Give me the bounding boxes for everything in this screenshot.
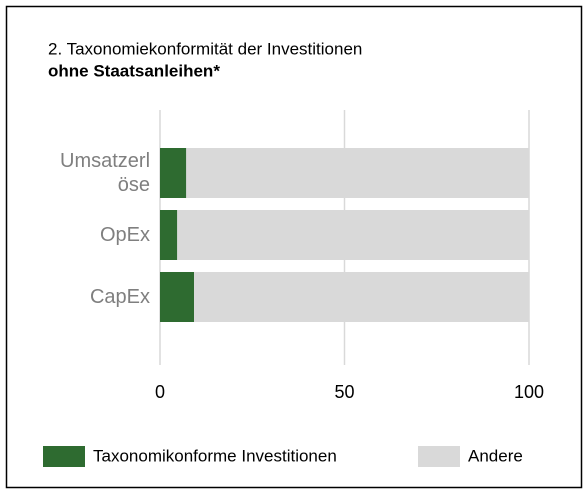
- legend-swatch: [43, 446, 85, 467]
- legend-swatch: [418, 446, 460, 467]
- y-tick-label: Umsatzerlöse: [60, 150, 151, 196]
- x-tick-label: 0: [155, 382, 165, 402]
- bar-segment: [177, 210, 529, 260]
- category-label-box: Umsatzerlöse: [60, 150, 151, 196]
- y-tick-label: CapEx: [89, 286, 150, 308]
- category-label-box: CapEx: [89, 286, 150, 308]
- category-label-box: OpEx: [99, 224, 150, 246]
- x-tick-label: 50: [334, 382, 354, 402]
- chart-title-bold: ohne Staatsanleihen*: [48, 61, 220, 80]
- bar-segment: [186, 148, 529, 198]
- y-tick-label: OpEx: [99, 224, 150, 246]
- bar-segment: [194, 272, 529, 322]
- x-tick-label: 100: [514, 382, 544, 402]
- legend-label: Taxonomikonforme Investitionen: [93, 446, 337, 465]
- legend-label: Andere: [468, 446, 523, 465]
- bar-segment: [160, 148, 187, 198]
- chart-title: 2. Taxonomiekonformität der Investitione…: [48, 39, 362, 58]
- bar-segment: [160, 272, 195, 322]
- bar-segment: [160, 210, 178, 260]
